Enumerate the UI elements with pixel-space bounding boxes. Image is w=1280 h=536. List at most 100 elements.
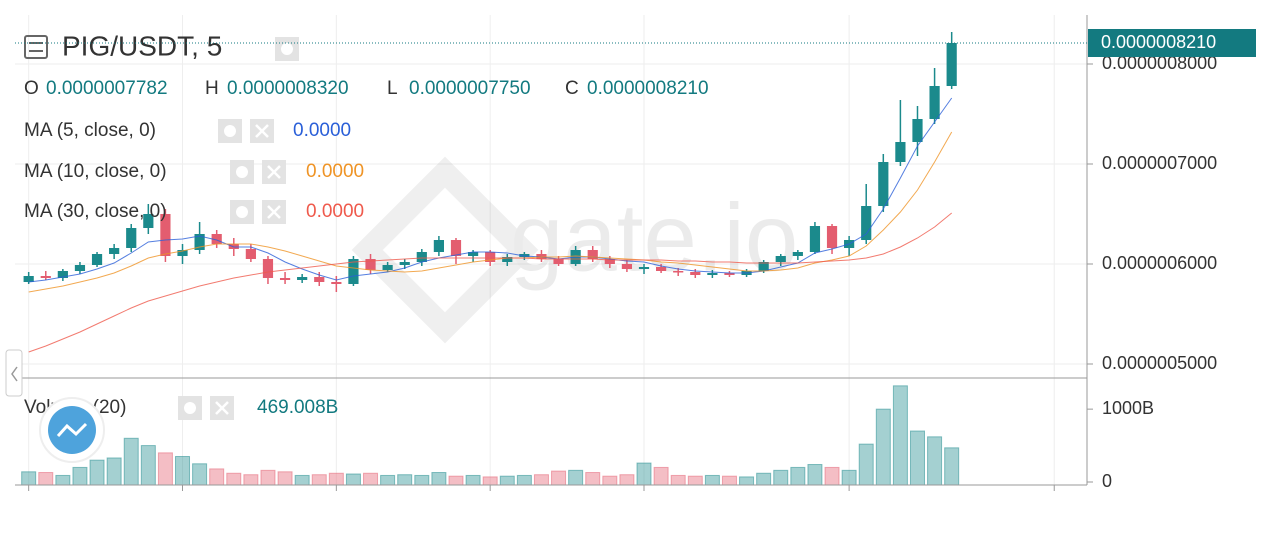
candle-body bbox=[621, 264, 633, 269]
ma-legend-label: MA (5, close, 0) bbox=[24, 120, 156, 141]
volume-bar bbox=[636, 462, 652, 485]
volume-bar bbox=[414, 474, 430, 485]
x-tick-label: 07:30 bbox=[468, 502, 513, 522]
x-tick-label: 13:00 bbox=[1031, 502, 1077, 522]
volume-bar bbox=[38, 472, 54, 485]
volume-bar bbox=[687, 475, 703, 485]
volume-bar bbox=[226, 472, 242, 485]
candle-body bbox=[245, 249, 256, 259]
volume-bar bbox=[807, 464, 823, 485]
x-tick-label: 03:00 bbox=[6, 502, 52, 522]
y-tick-label: 0.0000008000 bbox=[1102, 53, 1217, 73]
volume-bar bbox=[790, 466, 806, 485]
remove-glyph bbox=[267, 205, 281, 219]
volume-bar bbox=[773, 469, 789, 485]
volume-bar bbox=[345, 473, 361, 485]
candle-body bbox=[673, 271, 684, 273]
x-tick-label: 09:00 bbox=[621, 502, 667, 522]
volume-bar bbox=[858, 443, 874, 485]
symbol-title: PIG/USDT, 5 bbox=[62, 30, 222, 61]
ohlc-value: 0.0000008320 bbox=[227, 78, 349, 99]
logo-badge[interactable] bbox=[39, 397, 105, 463]
remove-glyph bbox=[215, 401, 229, 415]
candle-body bbox=[553, 259, 564, 264]
candle-body bbox=[91, 254, 103, 265]
volume-bar bbox=[465, 474, 481, 485]
y-tick-label: 0.0000007000 bbox=[1102, 153, 1217, 173]
volume-bar bbox=[55, 474, 71, 485]
candle-body bbox=[365, 259, 376, 270]
menu-icon[interactable] bbox=[24, 35, 48, 59]
volume-bar bbox=[209, 468, 225, 485]
candle-body bbox=[433, 240, 444, 252]
candle-body bbox=[587, 250, 598, 259]
candle-body bbox=[23, 276, 34, 282]
candle-body bbox=[929, 86, 940, 119]
volume-bar bbox=[175, 456, 191, 485]
ohlc-value: 0.0000007750 bbox=[409, 78, 531, 99]
settings-glyph bbox=[184, 402, 196, 414]
candle-body bbox=[194, 234, 205, 250]
candle-body bbox=[656, 267, 667, 271]
ohlc-label: L bbox=[387, 78, 398, 99]
volume-bar bbox=[824, 466, 840, 485]
volume-bar bbox=[927, 436, 943, 485]
candle-body bbox=[758, 262, 769, 271]
candle-body bbox=[399, 262, 410, 265]
y-tick-label: 0.0000006000 bbox=[1102, 253, 1217, 273]
ma-legend-value: 0.0000 bbox=[306, 161, 364, 182]
candle-body bbox=[809, 226, 821, 252]
ma-legend-label: MA (30, close, 0) bbox=[24, 201, 167, 222]
candle-body bbox=[382, 265, 393, 270]
candle-body bbox=[331, 282, 342, 284]
volume-legend-value: 469.008B bbox=[257, 397, 338, 418]
remove-glyph bbox=[255, 124, 269, 138]
volume-bar bbox=[704, 474, 720, 485]
volume-bar bbox=[602, 475, 618, 485]
candle-body bbox=[502, 257, 513, 262]
plot-area bbox=[21, 32, 960, 485]
candle-body bbox=[775, 256, 786, 262]
volume-tick-label: 0 bbox=[1102, 471, 1112, 491]
candle-body bbox=[485, 252, 496, 262]
ohlc-label: H bbox=[205, 78, 219, 99]
candle-body bbox=[109, 248, 120, 254]
volume-bar bbox=[909, 430, 925, 485]
volume-bar bbox=[670, 474, 686, 485]
candle-body bbox=[262, 259, 274, 278]
collapse-tab[interactable] bbox=[5, 349, 23, 397]
volume-bar bbox=[277, 471, 293, 485]
volume-tick-label: 1000B bbox=[1102, 398, 1154, 418]
ma-line bbox=[28, 131, 953, 293]
candle-body bbox=[279, 278, 291, 280]
candle-body bbox=[604, 259, 615, 264]
ohlc-label: C bbox=[565, 78, 579, 99]
volume-bar bbox=[551, 470, 567, 485]
candle-body bbox=[912, 119, 923, 142]
volume-bar bbox=[89, 459, 105, 485]
settings-glyph bbox=[236, 166, 248, 178]
x-tick-label: 11:00 bbox=[827, 502, 871, 522]
x-tick-label: 04:30 bbox=[160, 502, 205, 522]
candle-body bbox=[160, 214, 171, 256]
volume-bar bbox=[363, 472, 379, 485]
volume-bar bbox=[585, 472, 601, 485]
volume-bar bbox=[944, 447, 960, 485]
volume-bar bbox=[568, 469, 584, 485]
ma-legend-label: MA (10, close, 0) bbox=[24, 161, 167, 182]
watermark-text: gate.io bbox=[510, 184, 798, 291]
candle-body bbox=[690, 272, 701, 275]
volume-bar bbox=[756, 472, 772, 485]
settings-glyph bbox=[224, 125, 236, 137]
x-tick-label: 06:00 bbox=[313, 502, 359, 522]
candle-body bbox=[450, 240, 462, 256]
ma-legend-value: 0.0000 bbox=[293, 120, 351, 141]
grid bbox=[15, 15, 1087, 491]
volume-bar bbox=[21, 471, 37, 485]
volume-bar bbox=[140, 445, 156, 485]
candle-body bbox=[177, 250, 188, 256]
volume-bar bbox=[739, 476, 755, 485]
volume-bar bbox=[123, 437, 139, 485]
